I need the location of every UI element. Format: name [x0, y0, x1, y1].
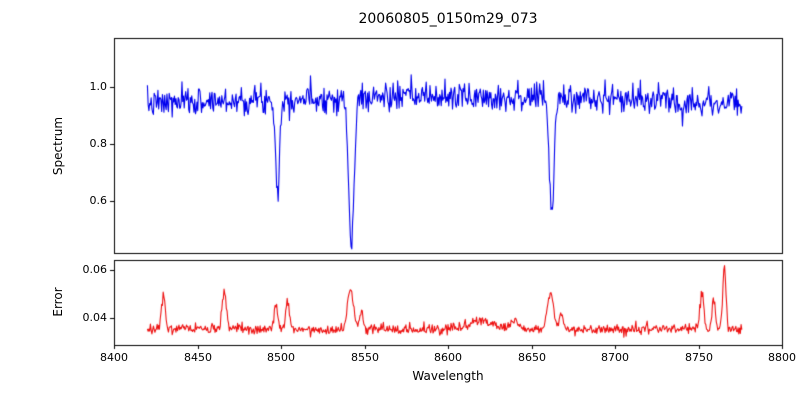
- x-tick-label: 8600: [434, 351, 462, 364]
- x-tick-label: 8750: [685, 351, 713, 364]
- y-tick-label: 0.04: [82, 311, 108, 324]
- x-tick-label: 8700: [601, 351, 629, 364]
- y-tick-label: 1.0: [89, 80, 108, 93]
- y-tick-label: 0.8: [89, 137, 108, 150]
- x-tick-label: 8550: [351, 351, 379, 364]
- x-tick-label: 8500: [267, 351, 295, 364]
- x-axis-label: Wavelength: [412, 369, 484, 383]
- y-tick-label: 0.06: [82, 263, 108, 276]
- x-tick-label: 8650: [518, 351, 546, 364]
- x-tick-label: 8400: [100, 351, 128, 364]
- y-tick-label: 0.6: [89, 194, 108, 207]
- x-tick-label: 8800: [768, 351, 796, 364]
- x-tick-label: 8450: [184, 351, 212, 364]
- y-axis-label-spectrum: Spectrum: [51, 116, 65, 176]
- y-axis-label-error: Error: [51, 287, 65, 317]
- chart-title: 20060805_0150m29_073: [358, 11, 538, 27]
